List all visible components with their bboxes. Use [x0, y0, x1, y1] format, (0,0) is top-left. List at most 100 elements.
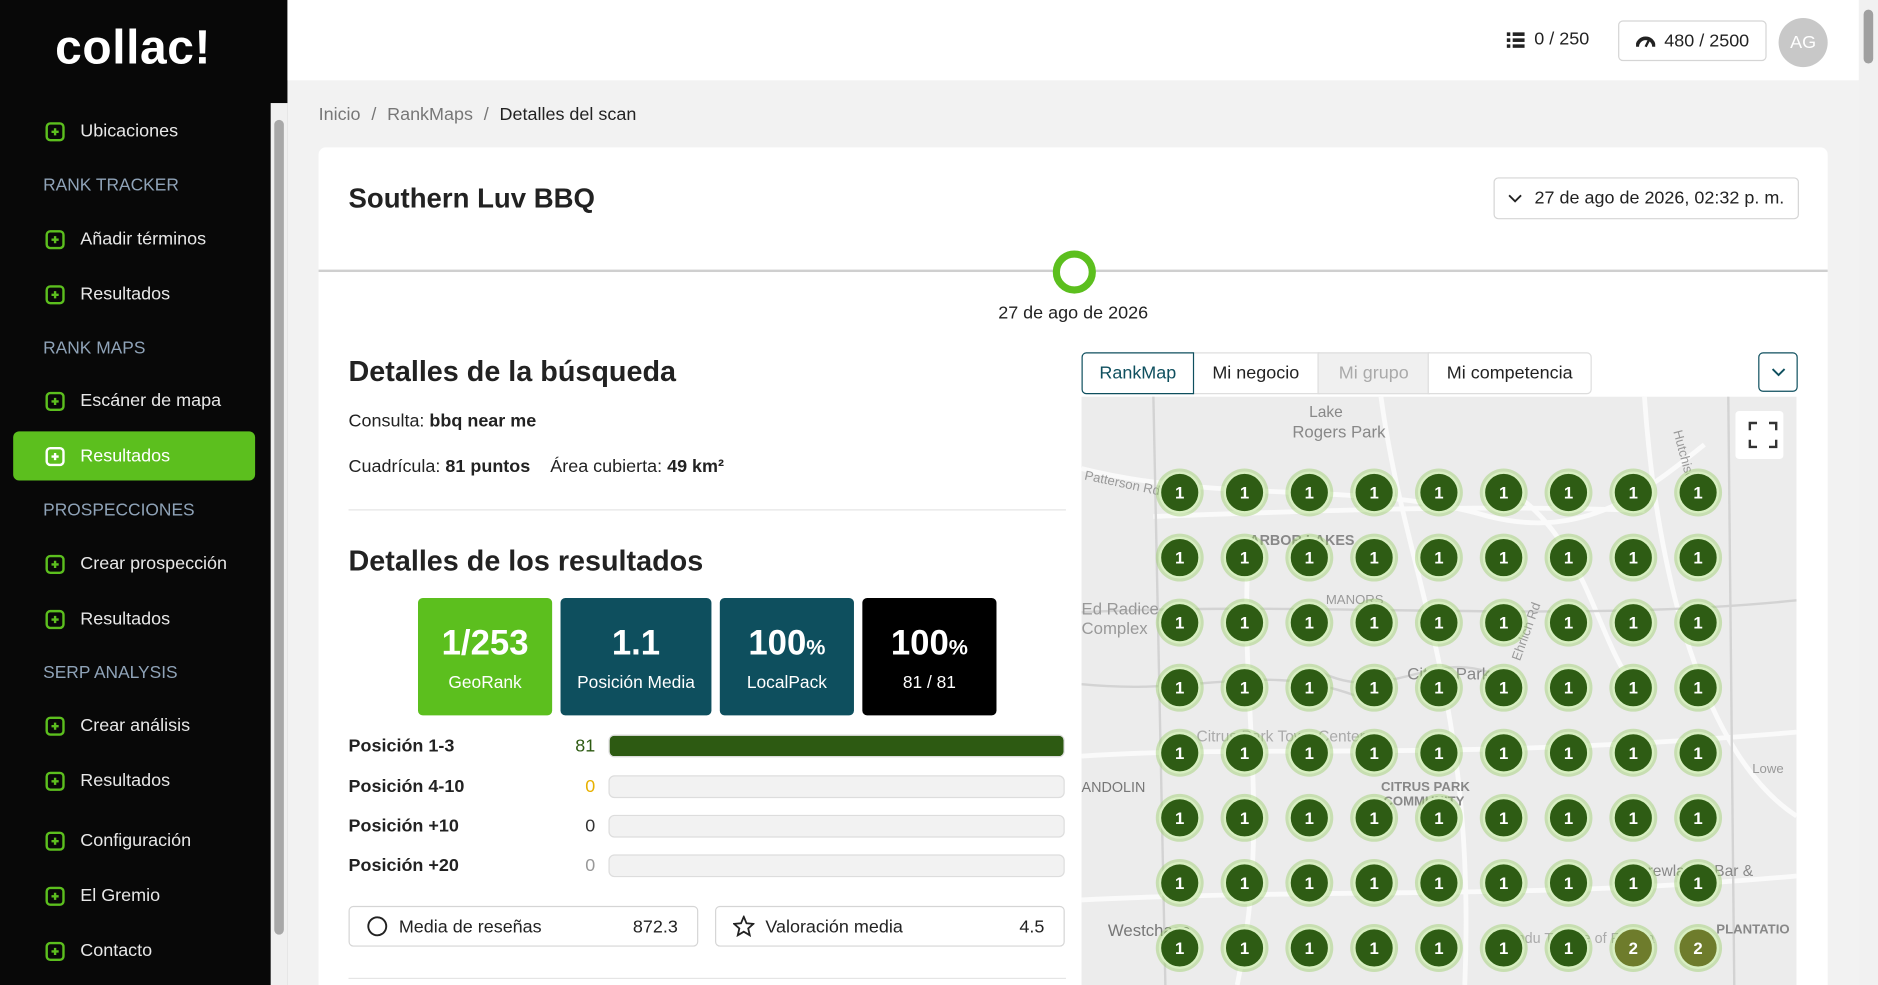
avatar[interactable]: AG — [1778, 17, 1828, 68]
nav-item[interactable]: Resultados — [13, 594, 255, 643]
metric-label: Valoración media — [765, 916, 903, 937]
rank-marker — [1677, 536, 1720, 579]
scroll-thumb[interactable] — [274, 119, 284, 935]
stat-value: 1.1 — [561, 624, 712, 664]
date-select[interactable]: 27 de ago de 2026, 02:32 p. m. — [1493, 177, 1799, 220]
rank-label: 1 — [1564, 679, 1573, 698]
rank-marker — [1158, 927, 1201, 969]
nav-item[interactable]: Añadir términos — [13, 214, 255, 263]
rank-label: 1 — [1434, 809, 1443, 828]
breadcrumb-item[interactable]: Inicio — [318, 104, 361, 125]
nav-item[interactable]: Escáner de mapa — [13, 376, 255, 425]
nav-label: RANK MAPS — [43, 338, 146, 358]
list-count-text: 0 / 250 — [1534, 28, 1590, 50]
rank-label: 1 — [1305, 549, 1314, 568]
rank-marker — [1417, 471, 1460, 514]
icon-detail — [51, 235, 59, 243]
rank-marker — [1158, 666, 1201, 709]
nav-item[interactable]: Resultados — [13, 270, 255, 319]
rank-label: 1 — [1369, 483, 1378, 502]
section-label: PROSPECCIONES — [43, 485, 285, 534]
stat-value: 1/253 — [418, 624, 552, 664]
metric-left: Media de reseñas — [366, 916, 542, 938]
divider — [348, 509, 1066, 511]
rank-label: 1 — [1305, 809, 1314, 828]
rank-label: 1 — [1240, 679, 1249, 698]
map-tab[interactable]: RankMap — [1081, 352, 1195, 395]
rank-marker — [1417, 927, 1460, 969]
map-tab[interactable]: Mi competencia — [1427, 352, 1592, 395]
nav-label: Añadir términos — [80, 228, 207, 250]
nav-item[interactable]: Crear análisis — [13, 701, 255, 750]
breadcrumb: Inicio / RankMaps / Detalles del scan — [319, 104, 637, 124]
icon-shape — [45, 831, 65, 851]
rank-label: 1 — [1240, 939, 1249, 958]
position-count: 0 — [585, 776, 596, 797]
rank-label: 2 — [1629, 939, 1638, 958]
stat-card: 100% 81 / 81 — [862, 597, 997, 716]
nav-item[interactable]: Crear prospección — [13, 539, 255, 588]
list-count[interactable]: 0 / 250 — [1506, 28, 1590, 50]
rank-marker — [1288, 601, 1331, 644]
map-label: ANDOLIN — [1082, 780, 1146, 796]
nav-item[interactable]: Contacto — [13, 926, 255, 975]
rank-label: 1 — [1305, 939, 1314, 958]
rank-label: 1 — [1369, 679, 1378, 698]
nav-item[interactable]: Resultados — [13, 756, 255, 805]
rank-label: 1 — [1369, 809, 1378, 828]
page-scrollbar[interactable] — [1858, 0, 1878, 985]
position-track — [608, 854, 1065, 878]
rank-marker — [1288, 536, 1331, 579]
label: Cuadrícula: — [348, 456, 441, 477]
rank-label: 1 — [1305, 744, 1314, 763]
rank-label: 1 — [1434, 744, 1443, 763]
sidebar: collac! Ubicaciones RANK TRACKER Añadir té… — [0, 0, 288, 985]
metric: Media de reseñas 872.3 — [348, 905, 699, 947]
logo[interactable]: collac! — [55, 21, 212, 75]
credits[interactable]: 480 / 2500 — [1618, 20, 1767, 62]
nav-item[interactable]: El Gremio — [13, 871, 255, 920]
section-label: RANK MAPS — [43, 324, 285, 373]
map-tab[interactable]: Mi negocio — [1191, 352, 1320, 395]
nav-icon — [45, 771, 65, 791]
grid-points: 81 puntos — [445, 456, 531, 477]
business-name: Southern Luv BBQ — [348, 182, 595, 214]
nav-label: RANK TRACKER — [43, 175, 179, 195]
rank-label: 1 — [1693, 744, 1702, 763]
rank-marker — [1353, 861, 1396, 904]
breadcrumb-item[interactable]: RankMaps — [387, 104, 473, 125]
rank-marker — [1417, 861, 1460, 904]
rank-label: 1 — [1693, 483, 1702, 502]
nav-label: Crear prospección — [80, 553, 228, 574]
fullscreen-button[interactable] — [1735, 411, 1784, 459]
metric-value: 4.5 — [1019, 916, 1045, 937]
nav-item[interactable]: Ubicaciones — [13, 107, 255, 156]
nav-label: Resultados — [80, 770, 171, 791]
page-scroll-thumb[interactable] — [1863, 9, 1874, 64]
rank-label: 1 — [1434, 874, 1443, 893]
icon-shape — [45, 886, 65, 906]
nav-item[interactable]: Resultados — [13, 431, 256, 481]
metric-left: Valoración media — [732, 915, 903, 938]
rank-marker — [1612, 796, 1655, 839]
fullscreen-icon — [1748, 421, 1778, 449]
rank-marker — [1288, 927, 1331, 969]
nav-icon — [45, 715, 65, 736]
icon-shape — [45, 941, 65, 961]
rank-marker — [1482, 666, 1525, 709]
map-tab: Mi grupo — [1317, 352, 1431, 395]
icon-detail — [51, 892, 59, 900]
scrollbar[interactable] — [270, 103, 288, 985]
rank-label: 1 — [1693, 874, 1702, 893]
map-menu[interactable] — [1758, 352, 1798, 392]
nav-label: Escáner de mapa — [80, 390, 222, 412]
chevron — [1771, 367, 1785, 376]
rank-marker — [1158, 731, 1201, 774]
rank-marker — [1223, 731, 1266, 774]
icon-shape — [45, 121, 65, 141]
rank-label: 1 — [1434, 614, 1443, 633]
timeline-point[interactable] — [1052, 250, 1096, 294]
nav-item[interactable]: Configuración — [13, 816, 255, 865]
map-label: Citrus Park Town Center — [1197, 729, 1365, 746]
